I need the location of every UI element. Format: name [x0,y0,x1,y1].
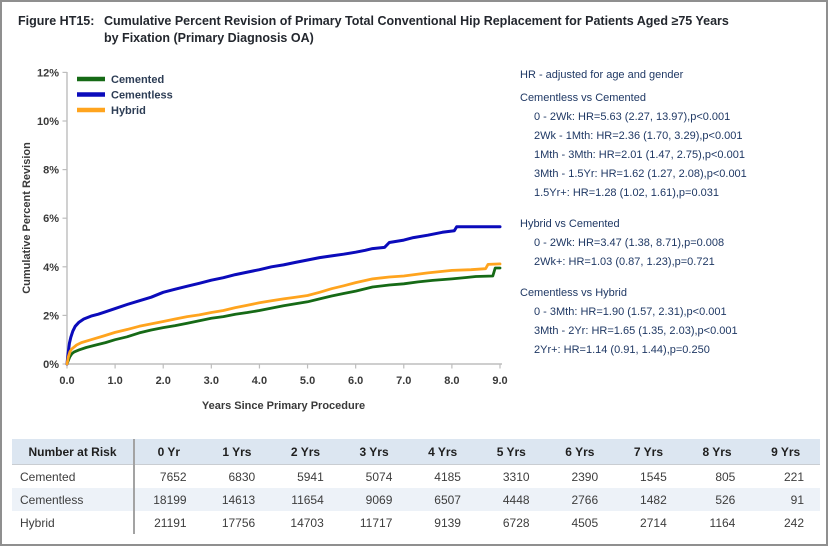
risk-header-year: 9 Yrs [751,439,820,465]
risk-value: 18199 [133,488,203,511]
risk-header-year: 2 Yrs [271,439,340,465]
x-tick-label: 1.0 [107,375,122,387]
risk-value: 4448 [476,488,546,511]
risk-value: 91 [751,488,820,511]
x-tick-label: 6.0 [348,375,363,387]
risk-value: 221 [783,469,804,484]
risk-value: 6830 [228,469,256,484]
risk-header-year: 8 Yrs [682,439,752,465]
y-tick-label: 12% [37,67,59,79]
x-tick-label: 9.0 [492,375,507,387]
risk-value: 242 [783,515,804,530]
risk-value: 805 [715,469,736,484]
hr-stat-line: 0 - 2Wk: HR=5.63 (2.27, 13.97),p<0.001 [534,111,731,123]
hr-stat-line: 1.5Yr+: HR=1.28 (1.02, 1.61),p=0.031 [534,187,719,199]
y-tick-label: 0% [43,359,59,371]
x-tick-label: 2.0 [156,375,171,387]
hr-stat-line: 2Wk - 1Mth: HR=2.36 (1.70, 3.29),p<0.001 [534,130,743,142]
risk-table-row: Cementless 18199 14613 11654 9069 6507 4448 276… [12,488,820,511]
risk-header-year: 6 Yrs [545,439,615,465]
hr-stat-line: 1Mth - 3Mth: HR=2.01 (1.47, 2.75),p<0.00… [534,149,745,161]
hr-group-title: Hybrid vs Cemented [520,218,620,230]
risk-header-year: 4 Yrs [408,439,477,465]
revision-chart: 0% 2% 4% 6% 8% 10% 12% 0.0 1.0 2.0 3.0 4.0 5.0 6.0 7.0… [21,67,508,412]
y-tick-label: 10% [37,116,59,128]
risk-value: 9069 [339,488,409,511]
x-tick-label: 3.0 [204,375,219,387]
x-tick-label: 5.0 [300,375,315,387]
risk-value: 17756 [221,515,256,530]
risk-row-label: Cementless [12,488,134,511]
risk-value: 1164 [709,515,736,530]
hr-stat-line: 2Yr+: HR=1.14 (0.91, 1.44),p=0.250 [534,344,710,356]
risk-value: 5941 [297,469,324,484]
hazard-ratio-panel: HR - adjusted for age and gender Cementl… [520,66,822,372]
hr-group: Cementless vs Cemented 0 - 2Wk: HR=5.63 (… [520,89,822,203]
risk-value: 5074 [365,469,393,484]
y-tick-label: 6% [43,213,59,225]
hr-stat-line: 0 - 3Mth: HR=1.90 (1.57, 2.31),p<0.001 [534,306,727,318]
hr-heading: HR - adjusted for age and gender [520,69,684,81]
risk-header-year: 0 Yr [133,439,203,465]
hr-stat-line: 3Mth - 1.5Yr: HR=1.62 (1.27, 2.08),p<0.0… [534,168,747,180]
hr-stat-line: 2Wk+: HR=1.03 (0.87, 1.23),p=0.721 [534,256,715,268]
risk-table-header-row: Number at Risk 0 Yr 1 Yrs 2 Yrs 3 Yrs 4 Yrs 5 … [12,439,820,465]
risk-value: 6507 [408,488,477,511]
risk-header-year: 7 Yrs [614,439,683,465]
x-tick-label: 0.0 [59,375,74,387]
risk-value: 2390 [571,469,599,484]
series-line-hybrid [65,262,502,366]
hr-group-title: Cementless vs Hybrid [520,287,627,299]
risk-value: 11654 [271,488,340,511]
risk-value: 1545 [640,469,667,484]
risk-row-label: Hybrid [20,515,55,530]
risk-table-row: Cemented 7652 6830 5941 5074 4185 3310 2390 1545… [12,464,820,488]
risk-value: 2714 [640,515,667,530]
y-tick-label: 4% [43,262,59,274]
series-line-cementless [65,225,502,366]
y-axis-title: Cumulative Percent Revision [21,142,33,294]
hr-group: Cementless vs Hybrid 0 - 3Mth: HR=1.90 (1… [520,284,822,360]
risk-value: 2766 [545,488,615,511]
risk-value: 3310 [502,469,530,484]
risk-value: 4505 [571,515,599,530]
risk-header-year: 1 Yrs [202,439,272,465]
hr-group-title: Cementless vs Cemented [520,92,646,104]
hr-groups: Cementless vs Cemented 0 - 2Wk: HR=5.63 (… [520,89,822,360]
y-tick-label: 2% [43,310,59,322]
risk-value: 526 [682,488,752,511]
risk-header-label: Number at Risk [12,439,134,465]
risk-value: 21191 [133,511,203,534]
risk-value: 9139 [434,515,461,530]
risk-header-year: 3 Yrs [339,439,409,465]
x-tick-label: 8.0 [444,375,459,387]
risk-value: 1482 [614,488,683,511]
risk-table-row: Hybrid 21191 17756 14703 11717 9139 6728 4505 27… [12,511,820,534]
hr-group: Hybrid vs Cemented 0 - 2Wk: HR=3.47 (1.38… [520,215,822,272]
risk-value: 14613 [202,488,272,511]
risk-value: 7652 [133,464,203,488]
risk-header-year: 5 Yrs [476,439,546,465]
figure-number: Figure HT15: [18,14,95,28]
legend-label-cementless: Cementless [111,90,173,102]
legend-label-cemented: Cemented [111,74,164,86]
risk-row-label: Cemented [20,469,76,484]
series-line-cemented [65,266,502,366]
number-at-risk-table: Number at Risk 0 Yr 1 Yrs 2 Yrs 3 Yrs 4 Yrs 5 … [12,439,820,534]
hr-stat-line: 3Mth - 2Yr: HR=1.65 (1.35, 2.03),p<0.001 [534,325,738,337]
risk-value: 4185 [434,469,461,484]
risk-value: 6728 [502,515,530,530]
risk-value: 11717 [359,515,393,530]
figure-title-text: Cumulative Percent Revision of Primary T… [104,14,729,45]
hr-stat-line: 0 - 2Wk: HR=3.47 (1.38, 8.71),p=0.008 [534,237,725,249]
x-tick-label: 4.0 [252,375,267,387]
x-axis-title: Years Since Primary Procedure [202,400,365,412]
risk-value: 14703 [290,515,324,530]
figure-title: Figure HT15: Cumulative Percent Revision… [18,13,736,47]
y-tick-label: 8% [43,165,59,177]
legend-label-hybrid: Hybrid [111,105,146,117]
x-tick-label: 7.0 [396,375,411,387]
